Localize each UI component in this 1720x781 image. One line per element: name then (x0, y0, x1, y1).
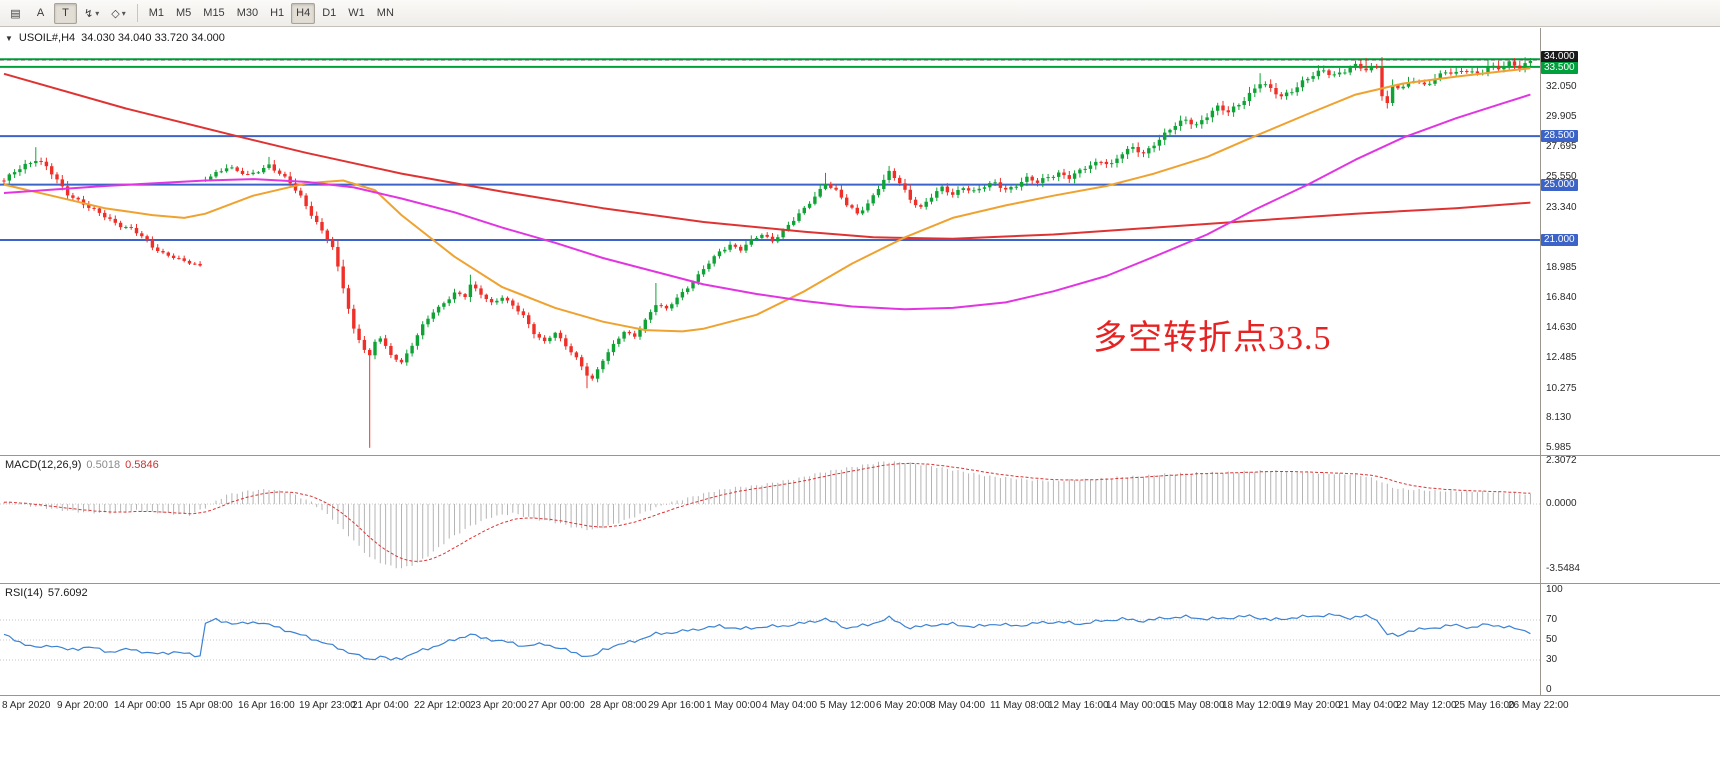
ma-mid-orange (3, 67, 1531, 333)
symbol-period-label: USOIL#,H4 (18, 32, 76, 44)
timeframe-mn-button[interactable]: MN (372, 3, 399, 24)
timeframe-w1-button[interactable]: W1 (343, 3, 370, 24)
rsi-name-label: RSI(14) (5, 587, 43, 599)
candles (2, 57, 1533, 448)
rsi-value: 57.6092 (47, 587, 88, 599)
rsi-panel (0, 612, 1540, 661)
macd-signal-value: 0.5846 (125, 459, 159, 471)
caret-down-icon: ▾ (121, 8, 126, 18)
chart-title: ▼ USOIL#,H4 34.030 34.040 33.720 34.000 (5, 32, 225, 44)
lightning-icon: ↯ (84, 7, 94, 20)
toolbar-separator (136, 4, 138, 22)
macd-main-value: 0.5018 (86, 459, 121, 471)
objects-button[interactable]: ◇ ▾ (106, 3, 130, 24)
annotation-text: 多空转折点33.5 (1093, 320, 1332, 357)
rsi-line (3, 612, 1531, 661)
timeframe-m30-button[interactable]: M30 (232, 3, 263, 24)
timeframe-h1-button[interactable]: H1 (265, 3, 289, 24)
top-toolbar: ▤ A T ↯ ▾ ◇ ▾ M1 M5 M15 M30 H1 H4 D1 W1 … (0, 0, 1720, 27)
text-tool-button[interactable]: T (54, 2, 77, 24)
caret-down-icon: ▾ (95, 8, 100, 18)
chart-style-button[interactable]: ▤ (4, 3, 27, 24)
timeframe-d1-button[interactable]: D1 (317, 3, 341, 24)
ohlc-values-label: 34.030 34.040 33.720 34.000 (81, 32, 225, 44)
collapse-triangle-icon: ▼ (5, 33, 13, 43)
macd-name-label: MACD(12,26,9) (5, 459, 82, 471)
macd-signal-line (3, 462, 1531, 562)
timeframe-h4-button[interactable]: H4 (291, 2, 316, 24)
ma-slow-red (3, 72, 1531, 240)
macd-panel (0, 461, 1540, 569)
timeframe-m5-button[interactable]: M5 (171, 3, 196, 24)
ma-fast-magenta (3, 93, 1531, 311)
cursor-mode-button[interactable]: A (29, 3, 52, 24)
shape-icon: ◇ (111, 7, 120, 20)
rsi-indicator-label: RSI(14) 57.6092 (5, 587, 88, 599)
indicators-button[interactable]: ↯ ▾ (79, 3, 104, 24)
macd-indicator-label: MACD(12,26,9) 0.5018 0.5846 (5, 459, 159, 471)
timeframe-m15-button[interactable]: M15 (198, 3, 229, 24)
timeframe-m1-button[interactable]: M1 (144, 3, 169, 24)
main-price-panel (0, 57, 1540, 448)
